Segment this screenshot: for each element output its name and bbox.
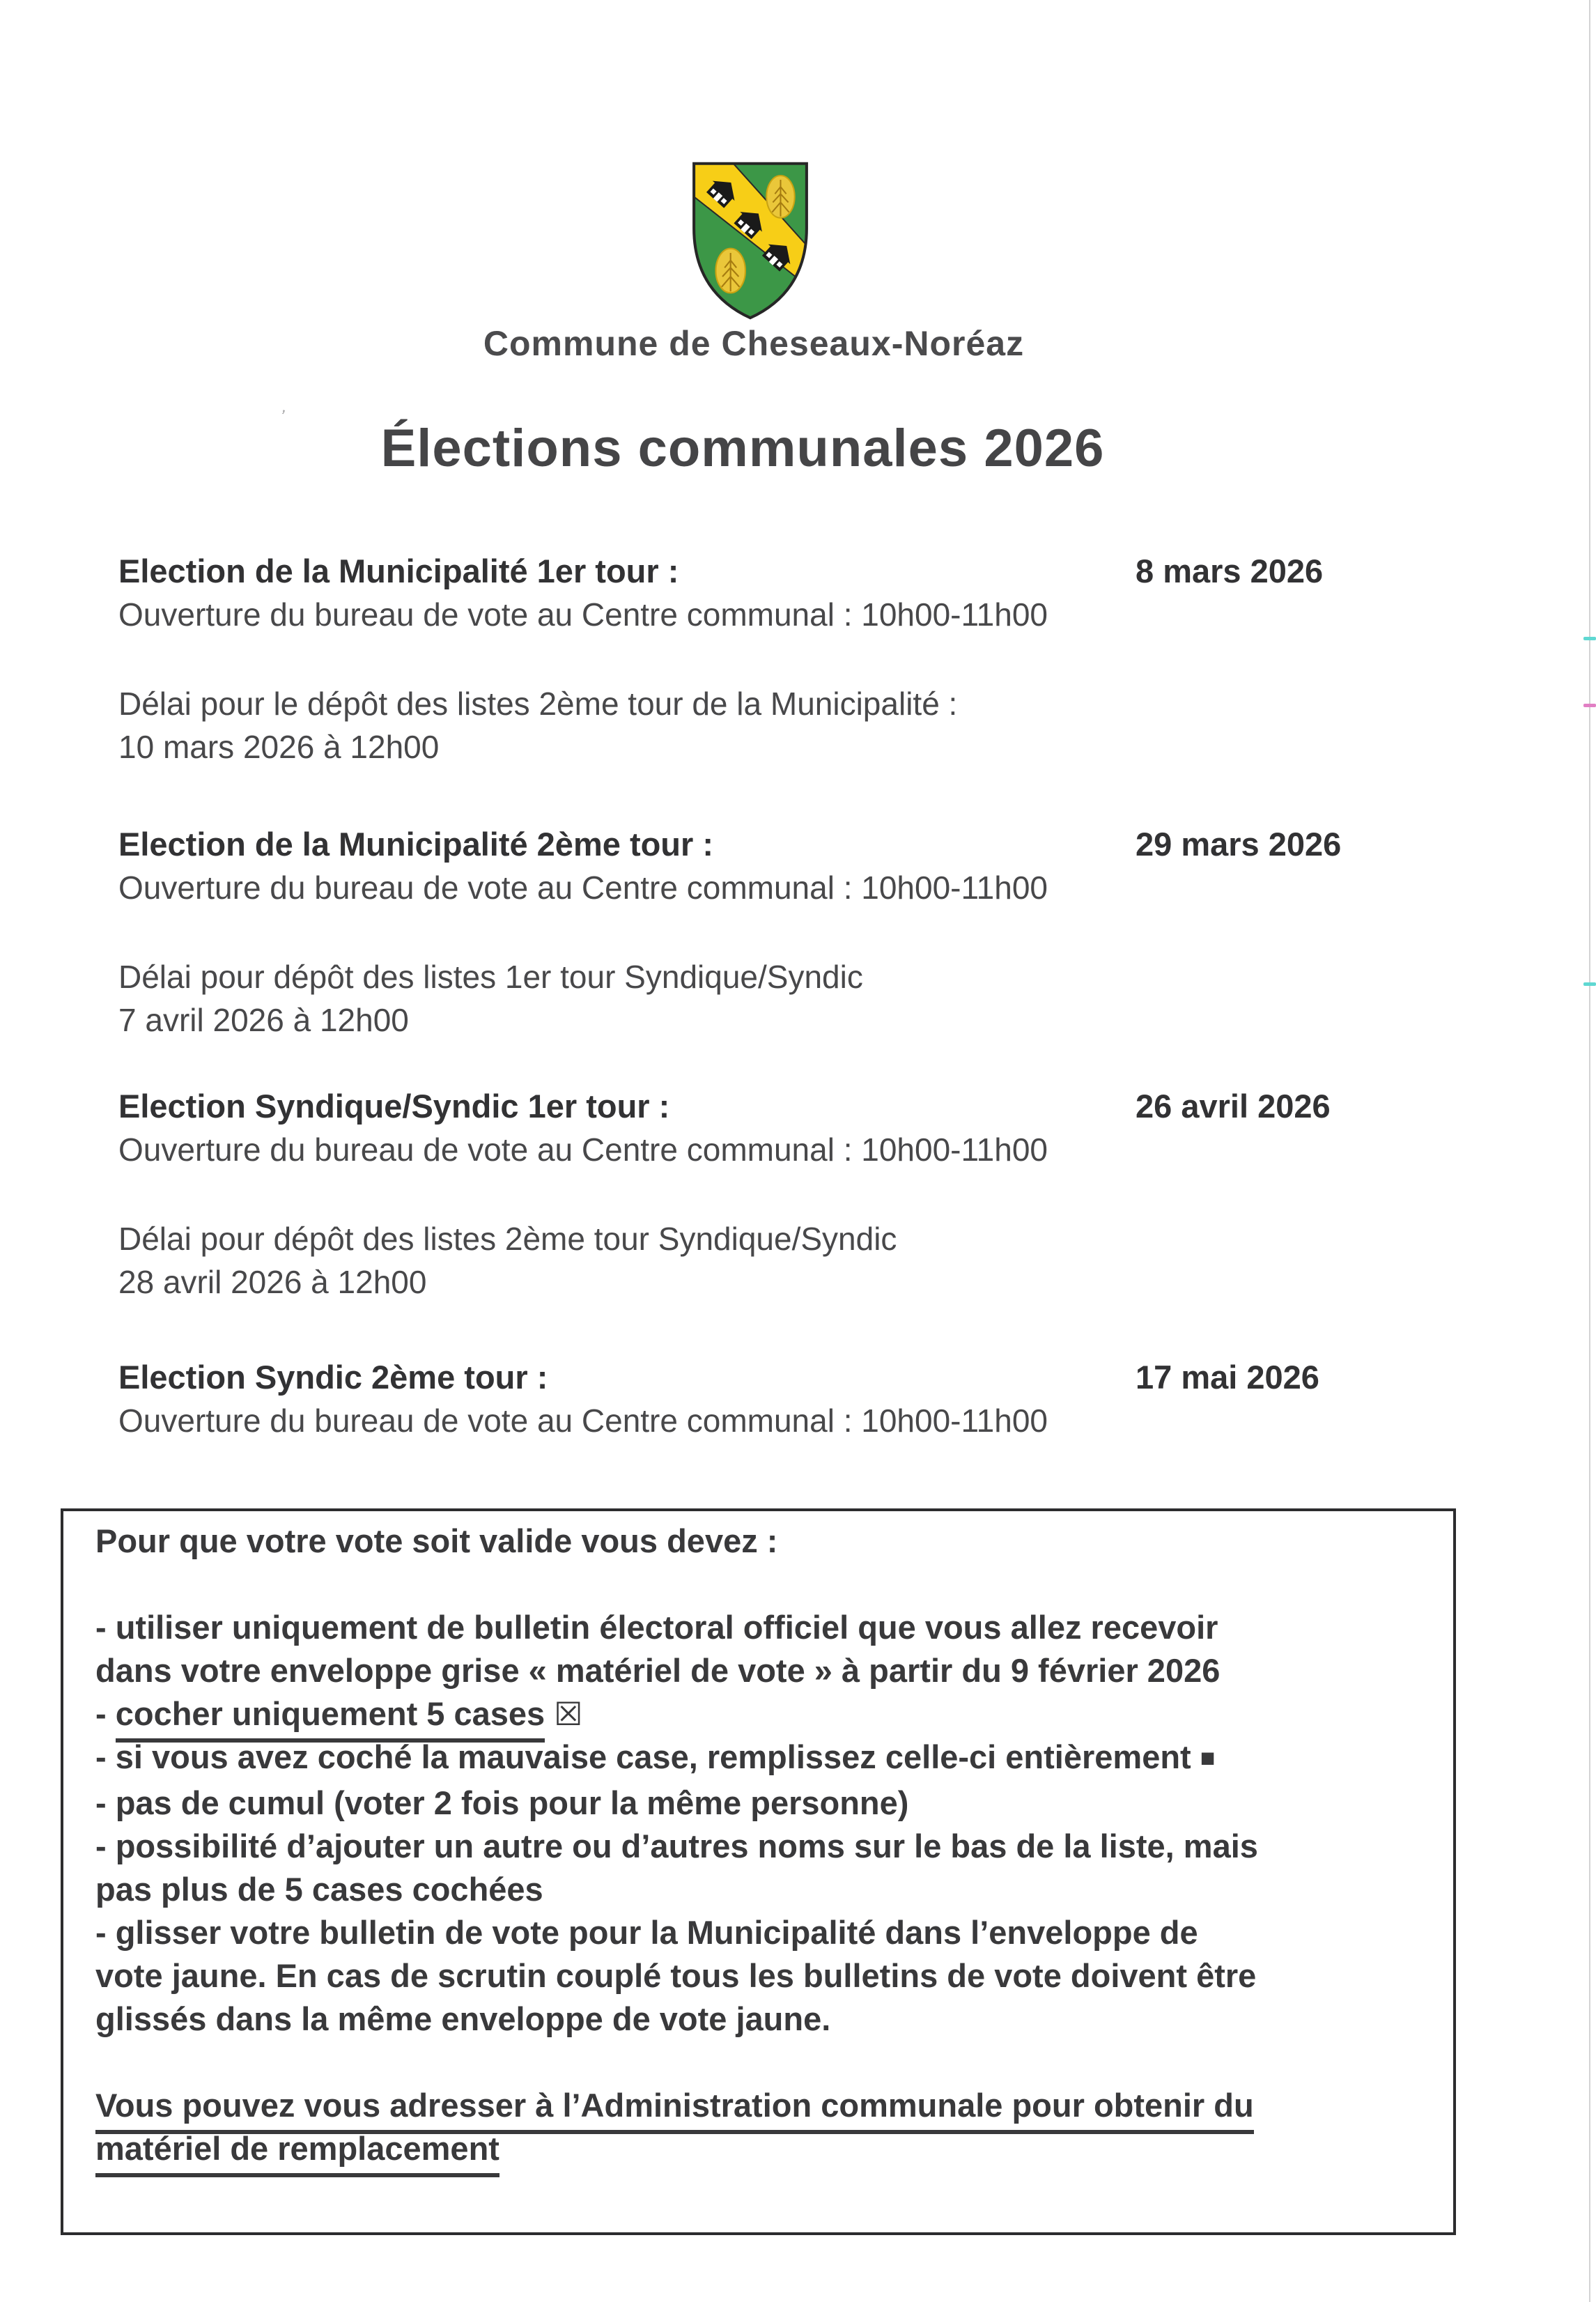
notice-text-segment: glissés dans la même enveloppe de vote j… [95,2000,831,2037]
scan-edge-line [1589,0,1590,2302]
notice-text-segment [545,1695,554,1732]
schedule-heading: Election de la Municipalité 2ème tour : [118,826,714,863]
schedule-date: 17 mai 2026 [1136,1359,1319,1396]
notice-line: - cocher uniquement 5 cases ☒ [95,1692,1425,1743]
notice-line: - si vous avez coché la mauvaise case, r… [95,1736,1425,1782]
schedule-deadline-line: 28 avril 2026 à 12h00 [118,1264,427,1300]
notice-line: - utiliser uniquement de bulletin électo… [95,1606,1425,1649]
notice-text-segment: - utiliser uniquement de bulletin électo… [95,1609,1218,1646]
schedule-heading: Election Syndique/Syndic 1er tour : [118,1088,670,1125]
notice-line: pas plus de 5 cases cochées [95,1868,1425,1911]
notice-line: matériel de remplacement [95,2127,1425,2177]
notice-text-segment: - glisser votre bulletin de vote pour la… [95,1914,1198,1951]
notice-line: dans votre enveloppe grise « matériel de… [95,1649,1425,1692]
schedule-deadline: Délai pour le dépôt des listes 2ème tour… [118,682,1372,768]
schedule-heading-row: Election de la Municipalité 2ème tour : 2… [118,823,1372,866]
schedule-deadline-line: Délai pour le dépôt des listes 2ème tour… [118,686,958,722]
schedule-heading: Election de la Municipalité 1er tour : [118,553,679,589]
notice-spacer [95,2041,1425,2084]
notice-text-segment: - [95,1695,116,1732]
schedule-deadline-line: Délai pour dépôt des listes 2ème tour Sy… [118,1221,897,1257]
schedule-open-hours: Ouverture du bureau de vote au Centre co… [118,596,1048,633]
schedule-date: 29 mars 2026 [1136,826,1342,863]
schedule-deadline: Délai pour dépôt des listes 1er tour Syn… [118,955,1372,1042]
notice-text-segment: dans votre enveloppe grise « matériel de… [95,1652,1221,1689]
notice-text-segment: - si vous avez coché la mauvaise case, r… [95,1738,1200,1775]
notice-text-segment: Pour que votre vote soit valide vous dev… [95,1522,778,1559]
notice-line: glissés dans la même enveloppe de vote j… [95,1998,1425,2041]
schedule-open-hours: Ouverture du bureau de vote au Centre co… [118,1131,1048,1168]
notice-text-segment: vote jaune. En cas de scrutin couplé tou… [95,1957,1257,1994]
scan-color-tick [1583,637,1596,640]
commune-coat-of-arms-icon [687,157,814,323]
notice-line: vote jaune. En cas de scrutin couplé tou… [95,1954,1425,1998]
notice-text-segment: - possibilité d’ajouter un autre ou d’au… [95,1828,1258,1864]
ballot-box-with-x-icon: ☒ [554,1696,583,1732]
schedule-block: Election Syndic 2ème tour : 17 mai 2026 Ou… [118,1356,1372,1442]
schedule-date: 26 avril 2026 [1136,1088,1331,1125]
schedule-block: Election Syndique/Syndic 1er tour : 26 av… [118,1085,1372,1304]
filled-square-icon: ■ [1200,1743,1216,1772]
scan-color-tick [1583,704,1596,707]
page-title: Élections communales 2026 [380,419,1105,478]
schedule-heading-row: Election Syndic 2ème tour : 17 mai 2026 [118,1356,1372,1399]
voting-instructions-text: Pour que votre vote soit valide vous dev… [95,1520,1425,2177]
notice-text-segment: - pas de cumul (voter 2 fois pour la mêm… [95,1784,909,1821]
election-schedule: Election de la Municipalité 1er tour : 8 … [118,550,1372,1442]
notice-line: - pas de cumul (voter 2 fois pour la mêm… [95,1782,1425,1825]
schedule-heading-row: Election de la Municipalité 1er tour : 8 … [118,550,1372,593]
notice-line: - glisser votre bulletin de vote pour la… [95,1911,1425,1954]
voting-instructions-box: Pour que votre vote soit valide vous dev… [61,1508,1456,2235]
schedule-deadline-line: Délai pour dépôt des listes 1er tour Syn… [118,959,863,995]
schedule-deadline-line: 7 avril 2026 à 12h00 [118,1002,409,1038]
commune-name: Commune de Cheseaux-Noréaz [483,324,1025,363]
schedule-open-hours: Ouverture du bureau de vote au Centre co… [118,870,1048,906]
schedule-heading: Election Syndic 2ème tour : [118,1359,548,1396]
notice-line: - possibilité d’ajouter un autre ou d’au… [95,1825,1425,1868]
schedule-open-hours: Ouverture du bureau de vote au Centre co… [118,1403,1048,1439]
scan-color-tick [1583,982,1596,986]
schedule-block: Election de la Municipalité 1er tour : 8 … [118,550,1372,768]
notice-line: Vous pouvez vous adresser à l’Administra… [95,2084,1425,2134]
schedule-block: Election de la Municipalité 2ème tour : 2… [118,823,1372,1042]
notice-text-segment: pas plus de 5 cases cochées [95,1871,543,1908]
schedule-deadline: Délai pour dépôt des listes 2ème tour Sy… [118,1217,1372,1304]
schedule-deadline-line: 10 mars 2026 à 12h00 [118,729,440,765]
notice-line: Pour que votre vote soit valide vous dev… [95,1520,1425,1563]
schedule-date: 8 mars 2026 [1136,553,1324,589]
notice-spacer [95,1563,1425,1606]
notice-text-segment: Vous pouvez vous adresser à l’Administra… [95,2084,1254,2134]
notice-text-segment: cocher uniquement 5 cases [115,1692,545,1743]
schedule-heading-row: Election Syndique/Syndic 1er tour : 26 av… [118,1085,1372,1128]
notice-text-segment: matériel de remplacement [95,2127,499,2177]
